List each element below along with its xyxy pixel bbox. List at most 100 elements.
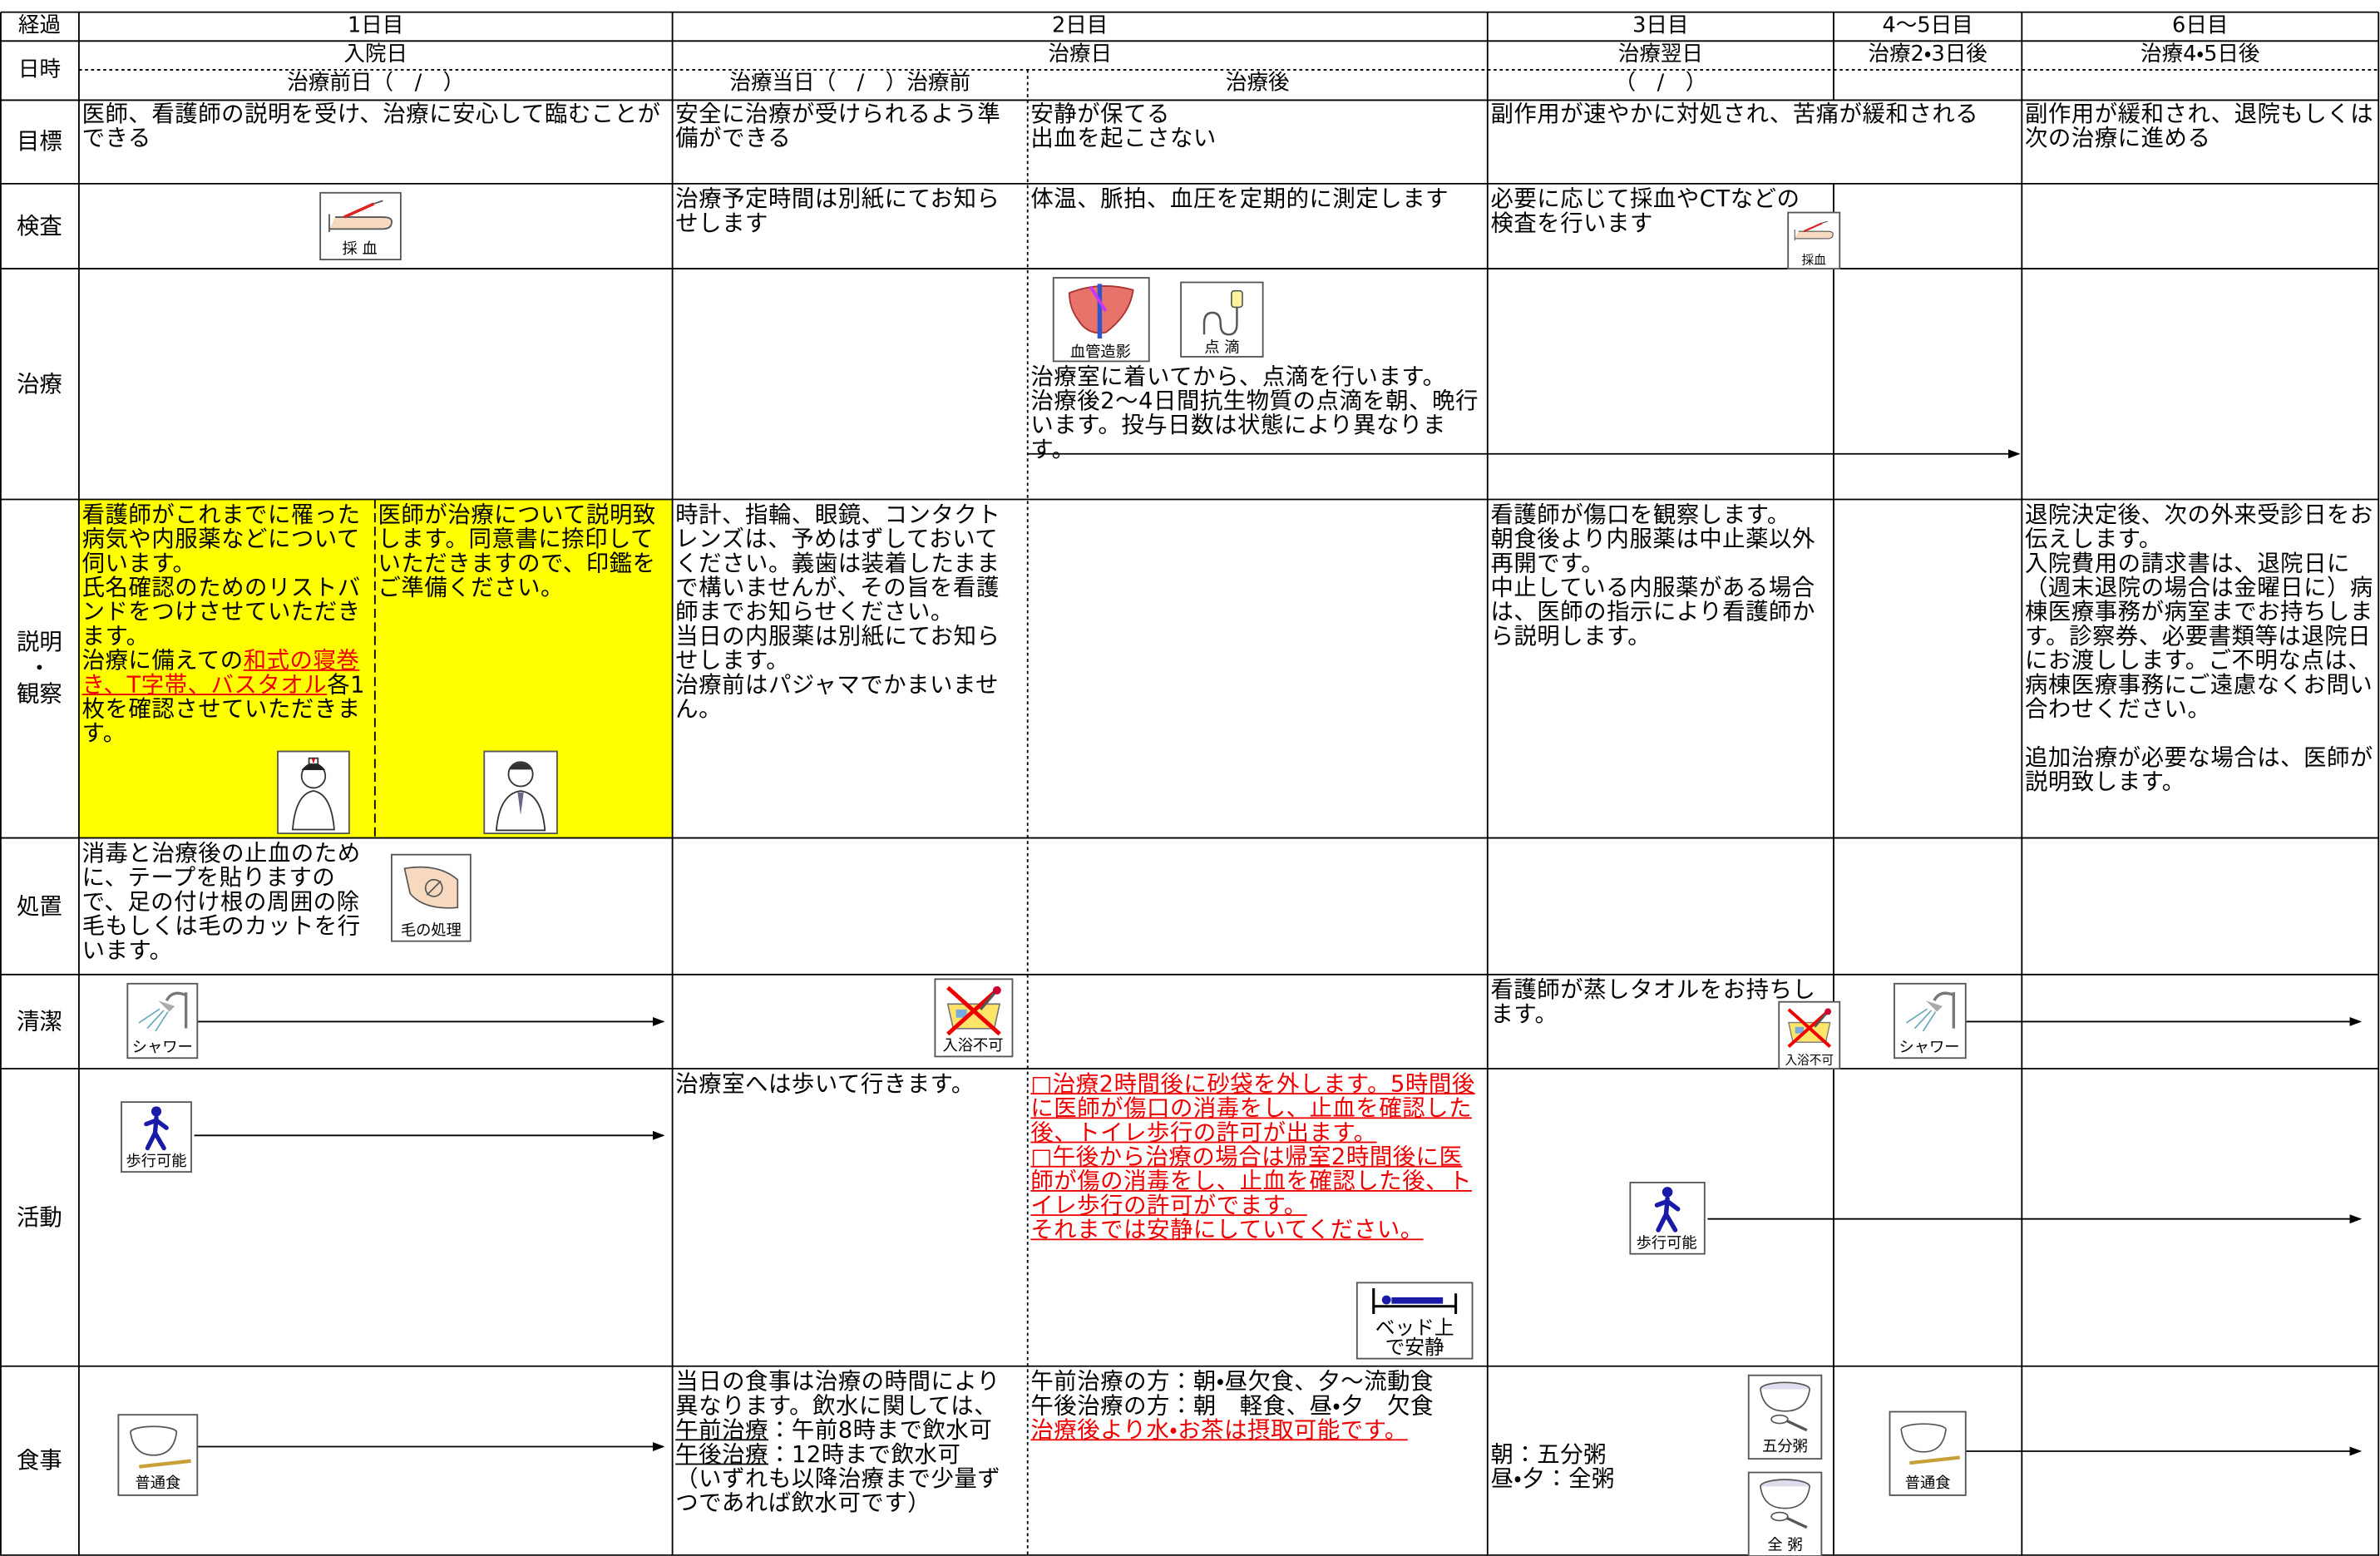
cell: 安全に治療が受けられるよう準備ができる xyxy=(675,101,1021,150)
cell: 治療室に着いてから、点滴を行います。 治療後2〜4日間抗生物質の点滴を朝、晩行いま… xyxy=(1030,364,1479,462)
paragraph: 出血を起こさない xyxy=(1030,124,1217,152)
paragraph: 時計、指輪、眼鏡、コンタクトレンズは、予めはずしておいてください。義歯は装着した… xyxy=(675,501,1001,626)
paragraph: 午前治療：午前8時まで飲水可 xyxy=(675,1418,1021,1442)
row-label: 治療 xyxy=(0,269,79,499)
day-header: 3日目 xyxy=(1632,13,1689,38)
emphasis-segment: 和式の寝巻き、T字帯、バスタオル xyxy=(81,646,360,699)
sub-header: 治療後 xyxy=(1225,71,1290,96)
paragraph: 治療後2〜4日間抗生物質の点滴を朝、晩行います。投与日数は状態により異なります。 xyxy=(1030,387,1479,463)
label-text: ・ xyxy=(27,654,52,682)
row-label: 目標 xyxy=(0,100,79,183)
paragraph: （いずれも以降治療まで少量ずつであれば飲水可です） xyxy=(675,1465,1001,1517)
cell: 副作用が速やかに対処され、苦痛が緩和される xyxy=(1490,101,2018,126)
text-segment: ：午前8時まで飲水可 xyxy=(768,1416,993,1444)
cell: 朝：五分粥 昼・夕：全粥 xyxy=(1490,1442,1733,1490)
paragraph: 朝食後より内服薬は中止薬以外再開です。 xyxy=(1490,525,1815,577)
cell: 治療予定時間は別紙にてお知らせします xyxy=(675,187,1021,235)
paragraph: 中止している内服薬がある場合は、医師の指示により看護師から説明します。 xyxy=(1490,573,1815,650)
paragraph: それまでは安静にしていてください。 xyxy=(1030,1218,1479,1242)
paragraph: 当日の食事は治療の時間により異なります。飲水に関しては、 xyxy=(675,1367,1000,1420)
label-text: 処置 xyxy=(17,892,62,920)
paragraph: 安全に治療が受けられるよう準備ができる xyxy=(675,100,1001,152)
paragraph: 午後治療の方：朝 軽食、昼・夕 欠食 xyxy=(1030,1391,1434,1420)
cell: 看護師が蒸しタオルをお持ちします。 xyxy=(1490,977,1827,1025)
label-text: 活動 xyxy=(17,1203,62,1231)
emphasis-segment: □治療2時間後に砂袋を外します。5時間後に医師が傷口の消毒をし、止血を確認した後… xyxy=(1030,1069,1475,1147)
paragraph: 医師が治療について説明致します。同意書に捺印していただきますので、印鑑をご準備く… xyxy=(378,501,656,601)
paragraph: 看護師が蒸しタオルをお持ちします。 xyxy=(1490,976,1816,1028)
row-label: 説明・観察 xyxy=(0,500,79,838)
paragraph: 看護師がこれまでに罹った病気や内服薬などについて伺います。 xyxy=(81,501,361,577)
paragraph: 午前治療の方：朝・昼欠食、夕〜流動食 xyxy=(1030,1367,1434,1395)
cell: 治療室へは歩いて行きます。 xyxy=(675,1072,1021,1096)
paragraph: 必要に応じて採血やCTなどの検査を行います xyxy=(1490,185,1800,237)
cell: □治療2時間後に砂袋を外します。5時間後に医師が傷口の消毒をし、止血を確認した後… xyxy=(1030,1072,1479,1242)
paragraph: 昼・夕：全粥 xyxy=(1490,1465,1615,1493)
label-text: 目標 xyxy=(17,127,62,156)
paragraph: □午後から治療の場合は帰室2時間後に医師が傷の消毒をし、止血を確認した後、トイレ… xyxy=(1030,1144,1479,1218)
day-header: 4〜5日目 xyxy=(1882,13,1973,38)
cell: 退院決定後、次の外来受診日をお伝えします。 入院費用の請求書は、退院日に（週末退院… xyxy=(2025,502,2374,793)
cell: 当日の食事は治療の時間により異なります。飲水に関しては、 午前治療：午前8時まで飲… xyxy=(675,1369,1021,1514)
label-text: 説明 xyxy=(17,628,62,656)
day-name: 治療翌日 xyxy=(1617,42,1703,67)
paragraph: 治療室に着いてから、点滴を行います。 xyxy=(1030,363,1446,391)
paragraph: 午後治療：12時まで飲水可 xyxy=(675,1442,1021,1466)
sub-header: （ / ） xyxy=(1614,71,1707,96)
cell: 必要に応じて採血やCTなどの検査を行います xyxy=(1490,187,1821,235)
paragraph: 体温、脈拍、血圧を定期的に測定します xyxy=(1030,185,1449,213)
paragraph: □治療2時間後に砂袋を外します。5時間後に医師が傷口の消毒をし、止血を確認した後… xyxy=(1030,1072,1479,1145)
paragraph: 治療前はパジャマでかまいません。 xyxy=(675,670,1000,723)
day-header: 6日目 xyxy=(2172,13,2229,38)
header-label: 日時 xyxy=(0,41,79,100)
label-text: 清潔 xyxy=(17,1007,62,1035)
paragraph: 当日の内服薬は別紙にてお知らせします。 xyxy=(675,622,1000,674)
cell: 副作用が緩和され、退院もしくは次の治療に進める xyxy=(2025,101,2374,150)
cell: 消毒と治療後の止血のために、テープを貼りますので、足の付け根の周囲の除毛もしくは… xyxy=(82,841,380,962)
emphasis-segment: 午後治療 xyxy=(675,1440,768,1469)
day-name: 治療2・3日後 xyxy=(1868,42,1987,67)
day-header: 1日目 xyxy=(348,13,404,38)
paragraph: 副作用が緩和され、退院もしくは次の治療に進める xyxy=(2024,100,2374,152)
cell: 時計、指輪、眼鏡、コンタクトレンズは、予めはずしておいてください。義歯は装着した… xyxy=(675,502,1019,721)
emphasis-segment: それまでは安静にしていてください。 xyxy=(1030,1216,1424,1243)
cell: 医師、看護師の説明を受け、治療に安心して臨むことができる xyxy=(82,101,669,150)
emphasis-segment: □午後から治療の場合は帰室2時間後に医師が傷の消毒をし、止血を確認した後、トイレ… xyxy=(1030,1143,1472,1219)
paragraph: 治療後より水・お茶は摂取可能です。 xyxy=(1030,1418,1483,1442)
cell: 看護師がこれまでに罹った病気や内服薬などについて伺います。 氏名確認のためのリスト… xyxy=(82,502,373,745)
paragraph: 入院費用の請求書は、退院日に（週末退院の場合は金曜日に）病棟医療事務が病室までお… xyxy=(2024,549,2373,723)
paragraph: 安静が保てる xyxy=(1030,100,1170,128)
cell: 医師が治療について説明致します。同意書に捺印していただきますので、印鑑をご準備く… xyxy=(378,502,669,600)
cell: 安静が保てる 出血を起こさない xyxy=(1030,101,1483,150)
paragraph: 治療に備えての和式の寝巻き、T字帯、バスタオル各1枚を確認させていただきます。 xyxy=(82,648,373,745)
text-segment: 各1枚を確認させていただきます。 xyxy=(81,670,366,748)
header-label: 経過 xyxy=(17,13,62,38)
paragraph: 氏名確認のためのリストバンドをつけさせていただきます。 xyxy=(81,573,361,650)
paragraph: 退院決定後、次の外来受診日をお伝えします。 xyxy=(2024,501,2373,553)
emphasis-segment: 治療後より水・お茶は摂取可能です。 xyxy=(1030,1416,1408,1444)
sub-header: 治療前日（ / ） xyxy=(287,71,465,96)
day-name: 治療4・5日後 xyxy=(2141,42,2260,67)
paragraph: 消毒と治療後の止血のために、テープを貼りますので、足の付け根の周囲の除毛もしくは… xyxy=(81,839,361,965)
cell: 看護師が傷口を観察します。 朝食後より内服薬は中止薬以外再開です。 中止している内服… xyxy=(1490,502,1827,648)
label-text: 日時 xyxy=(17,57,62,82)
label-text: 食事 xyxy=(17,1446,62,1474)
day-name: 治療日 xyxy=(1048,42,1113,67)
paragraph: 治療室へは歩いて行きます。 xyxy=(675,1069,975,1098)
cell: 午前治療の方：朝・昼欠食、夕〜流動食 午後治療の方：朝 軽食、昼・夕 欠食 治療後よ… xyxy=(1030,1369,1483,1442)
text-segment: 治療に備えての xyxy=(81,646,244,674)
paragraph: 朝：五分粥 xyxy=(1490,1440,1607,1469)
label-text: 検査 xyxy=(17,211,62,240)
row-label: 清潔 xyxy=(0,975,79,1069)
emphasis-segment: 午前治療 xyxy=(675,1416,768,1444)
paragraph: 医師、看護師の説明を受け、治療に安心して臨むことができる xyxy=(81,100,661,152)
row-label: 処置 xyxy=(0,838,79,975)
paragraph: 副作用が速やかに対処され、苦痛が緩和される xyxy=(1490,100,1979,128)
paragraph: 追加治療が必要な場合は、医師が説明致します。 xyxy=(2024,743,2373,796)
paragraph: 看護師が傷口を観察します。 xyxy=(1490,501,1790,529)
label-text: 治療 xyxy=(17,369,62,398)
day-name: 入院日 xyxy=(343,42,408,67)
